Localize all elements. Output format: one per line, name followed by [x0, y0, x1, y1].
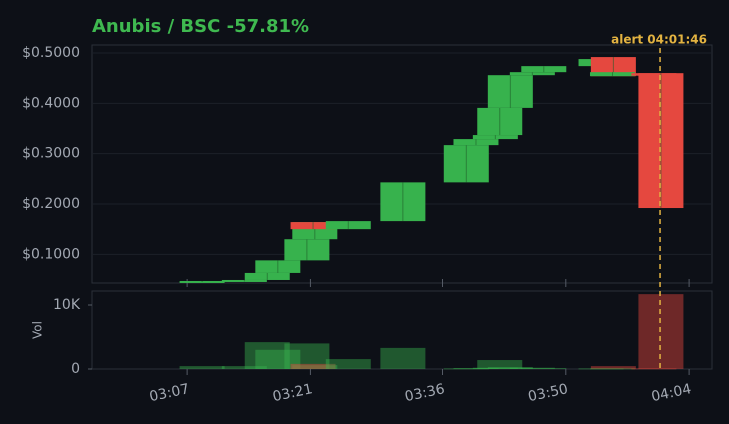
- volume-bar: [292, 365, 338, 369]
- volume-tick-label: 0: [71, 361, 80, 377]
- alert-label: alert 04:01:46: [611, 33, 707, 47]
- volume-bar: [325, 359, 371, 369]
- y-tick-label: $0.1000: [22, 246, 80, 262]
- volume-bar: [244, 342, 290, 369]
- volume-bar: [221, 366, 267, 369]
- volume-bar: [487, 367, 533, 369]
- volume-bar: [472, 367, 518, 369]
- volume-bar: [638, 294, 684, 369]
- volume-bar: [521, 368, 567, 370]
- volume-axis-label: Vol: [31, 321, 45, 339]
- volume-bar: [380, 347, 426, 369]
- y-tick-label: $0.2000: [22, 196, 80, 212]
- volume-bar: [477, 360, 523, 369]
- volume-bar: [284, 343, 330, 369]
- volume-bar: [578, 368, 624, 370]
- volume-bar: [631, 368, 677, 370]
- volume-bar: [179, 366, 225, 369]
- volume-bar: [589, 368, 635, 370]
- volume-panel: [91, 290, 713, 370]
- volume-bar: [509, 367, 555, 369]
- volume-bar: [590, 366, 636, 369]
- volume-bar: [443, 368, 489, 370]
- price-panel: [91, 44, 713, 284]
- volume-bar: [255, 349, 301, 369]
- y-tick-label: $0.3000: [22, 146, 80, 162]
- volume-bar: [290, 363, 336, 369]
- y-tick-label: $0.5000: [22, 45, 80, 61]
- y-tick-label: $0.4000: [22, 95, 80, 111]
- chart-title: Anubis / BSC -57.81%: [92, 16, 309, 37]
- volume-bar: [453, 368, 499, 370]
- volume-tick-label: 10K: [53, 297, 81, 313]
